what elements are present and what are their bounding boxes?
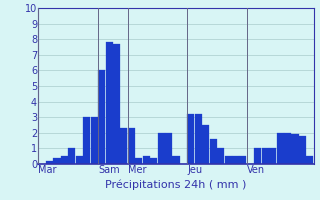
- Bar: [113, 44, 120, 164]
- Bar: [61, 156, 68, 164]
- Bar: [53, 158, 60, 164]
- Bar: [98, 70, 105, 164]
- Bar: [225, 156, 232, 164]
- Bar: [195, 114, 202, 164]
- Bar: [135, 158, 142, 164]
- Bar: [299, 136, 306, 164]
- Bar: [157, 133, 165, 164]
- Bar: [262, 148, 269, 164]
- Bar: [217, 148, 224, 164]
- Bar: [232, 156, 239, 164]
- Bar: [202, 125, 209, 164]
- Bar: [120, 128, 127, 164]
- Bar: [239, 156, 246, 164]
- Bar: [143, 156, 150, 164]
- Bar: [128, 128, 135, 164]
- Bar: [306, 156, 313, 164]
- X-axis label: Précipitations 24h ( mm ): Précipitations 24h ( mm ): [105, 180, 247, 190]
- Bar: [172, 156, 180, 164]
- Bar: [276, 133, 284, 164]
- Bar: [292, 134, 299, 164]
- Bar: [83, 117, 90, 164]
- Bar: [150, 158, 157, 164]
- Bar: [68, 148, 76, 164]
- Bar: [91, 117, 98, 164]
- Bar: [76, 156, 83, 164]
- Bar: [210, 139, 217, 164]
- Bar: [284, 133, 291, 164]
- Bar: [46, 161, 53, 164]
- Bar: [106, 42, 113, 164]
- Bar: [165, 133, 172, 164]
- Bar: [254, 148, 261, 164]
- Bar: [269, 148, 276, 164]
- Bar: [187, 114, 195, 164]
